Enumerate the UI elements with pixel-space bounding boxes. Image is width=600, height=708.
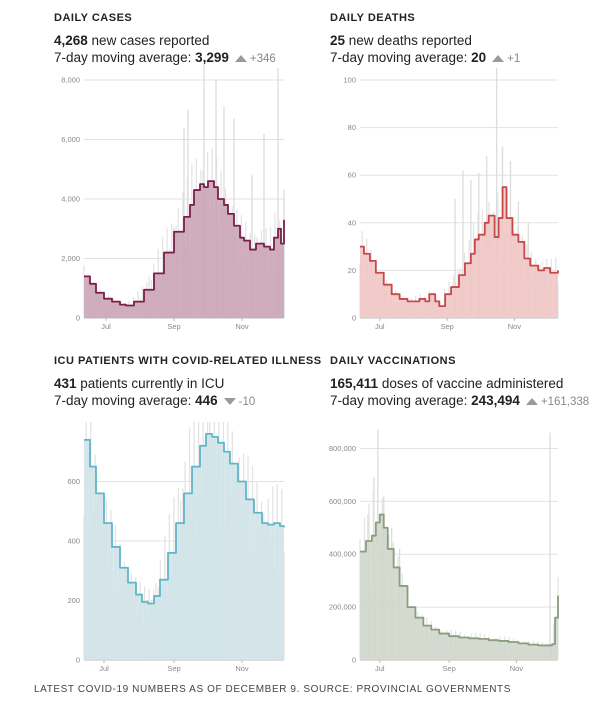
y-tick-label: 600 bbox=[67, 477, 80, 486]
panel-title: ICU PATIENTS WITH COVID-RELATED ILLNESS bbox=[54, 355, 322, 367]
x-tick-label: Sep bbox=[440, 322, 453, 331]
headline-value: 165,411 bbox=[330, 376, 379, 391]
headline-text: doses of vaccine administered bbox=[378, 376, 564, 391]
y-tick-label: 200 bbox=[67, 596, 80, 605]
trend-down-icon bbox=[223, 397, 236, 405]
headline-stat: 431 patients currently in ICU bbox=[54, 376, 324, 391]
avg-label: 7-day moving average: bbox=[330, 393, 472, 408]
average-line bbox=[84, 433, 285, 605]
avg-label: 7-day moving average: bbox=[330, 50, 472, 65]
x-tick-label: Nov bbox=[235, 322, 249, 331]
y-tick-label: 0 bbox=[352, 656, 356, 665]
x-tick-label: Nov bbox=[508, 322, 522, 331]
x-tick-label: Jul bbox=[375, 322, 385, 331]
panel-icu-patients: ICU PATIENTS WITH COVID-RELATED ILLNESS … bbox=[54, 355, 324, 408]
panel-title: DAILY CASES bbox=[54, 12, 133, 24]
panel-daily-vaccinations: DAILY VACCINATIONS 165,411 doses of vacc… bbox=[330, 355, 600, 408]
y-tick-label: 800,000 bbox=[329, 444, 356, 453]
y-tick-label: 20 bbox=[348, 266, 356, 275]
average-line bbox=[360, 513, 559, 647]
headline-stat: 165,411 doses of vaccine administered bbox=[330, 376, 600, 391]
avg-change: +346 bbox=[249, 53, 276, 65]
trend-up-icon bbox=[234, 54, 247, 62]
x-tick-label: Jul bbox=[375, 664, 385, 673]
x-tick-label: Nov bbox=[235, 664, 249, 673]
headline-stat: 4,268 new cases reported bbox=[54, 33, 324, 48]
x-tick-label: Jul bbox=[99, 664, 109, 673]
avg-value: 20 bbox=[471, 50, 487, 65]
headline-value: 4,268 bbox=[54, 33, 88, 48]
average-area bbox=[360, 187, 558, 318]
y-tick-label: 6,000 bbox=[61, 135, 80, 144]
avg-label: 7-day moving average: bbox=[54, 50, 196, 65]
x-tick-label: Sep bbox=[167, 322, 180, 331]
panel-daily-deaths: DAILY DEATHS 25 new deaths reported 7-da… bbox=[330, 12, 600, 65]
panel-title: DAILY VACCINATIONS bbox=[330, 355, 456, 367]
y-tick-label: 400 bbox=[67, 537, 80, 546]
y-tick-label: 80 bbox=[348, 123, 356, 132]
y-tick-label: 0 bbox=[76, 314, 80, 323]
moving-average-stat: 7-day moving average: 20 +1 bbox=[330, 50, 600, 65]
x-tick-label: Sep bbox=[442, 664, 455, 673]
chart-daily-deaths: 0 20 40 60 80 100 Jul Sep Nov bbox=[343, 68, 559, 331]
headline-text: patients currently in ICU bbox=[76, 376, 225, 391]
headline-text: new cases reported bbox=[87, 33, 210, 48]
avg-value: 3,299 bbox=[195, 50, 229, 65]
y-tick-label: 40 bbox=[348, 218, 356, 227]
avg-value: 243,494 bbox=[471, 393, 520, 408]
average-line bbox=[84, 180, 285, 307]
source-footer: LATEST COVID-19 NUMBERS AS OF DECEMBER 9… bbox=[34, 684, 511, 695]
headline-stat: 25 new deaths reported bbox=[330, 33, 600, 48]
y-tick-label: 8,000 bbox=[61, 76, 80, 85]
chart-icu-patients: 0 200 400 600 Jul Sep Nov bbox=[67, 422, 285, 673]
panel-daily-cases: DAILY CASES 4,268 new cases reported 7-d… bbox=[54, 12, 324, 65]
average-area bbox=[84, 433, 284, 660]
avg-value: 446 bbox=[195, 393, 218, 408]
y-tick-label: 4,000 bbox=[61, 195, 80, 204]
trend-up-icon bbox=[492, 54, 505, 62]
trend-up-icon bbox=[525, 397, 538, 405]
y-tick-label: 100 bbox=[343, 76, 356, 85]
y-tick-label: 0 bbox=[352, 314, 356, 323]
avg-change: -10 bbox=[238, 396, 256, 408]
headline-value: 25 bbox=[330, 33, 346, 48]
moving-average-stat: 7-day moving average: 243,494 +161,338 bbox=[330, 393, 600, 408]
panel-title: DAILY DEATHS bbox=[330, 12, 416, 24]
moving-average-stat: 7-day moving average: 446 -10 bbox=[54, 393, 324, 408]
chart-daily-cases: 0 2,000 4,000 6,000 8,000 Jul Sep Nov bbox=[61, 65, 285, 331]
average-area bbox=[360, 514, 558, 660]
avg-change: +161,338 bbox=[540, 396, 590, 408]
x-tick-label: Nov bbox=[510, 664, 524, 673]
avg-label: 7-day moving average: bbox=[54, 393, 196, 408]
y-tick-label: 0 bbox=[76, 656, 80, 665]
moving-average-stat: 7-day moving average: 3,299 +346 bbox=[54, 50, 324, 65]
headline-text: new deaths reported bbox=[345, 33, 472, 48]
avg-change: +1 bbox=[507, 53, 521, 65]
y-tick-label: 600,000 bbox=[329, 497, 356, 506]
average-line bbox=[360, 186, 559, 307]
y-tick-label: 200,000 bbox=[329, 603, 356, 612]
chart-daily-vaccinations: 0 200,000 400,000 600,000 800,000 Jul Sep Nov bbox=[329, 429, 559, 673]
headline-value: 431 bbox=[54, 376, 77, 391]
x-tick-label: Sep bbox=[167, 664, 180, 673]
y-tick-label: 2,000 bbox=[61, 254, 80, 263]
x-tick-label: Jul bbox=[101, 322, 111, 331]
y-tick-label: 400,000 bbox=[329, 550, 356, 559]
y-tick-label: 60 bbox=[348, 171, 356, 180]
